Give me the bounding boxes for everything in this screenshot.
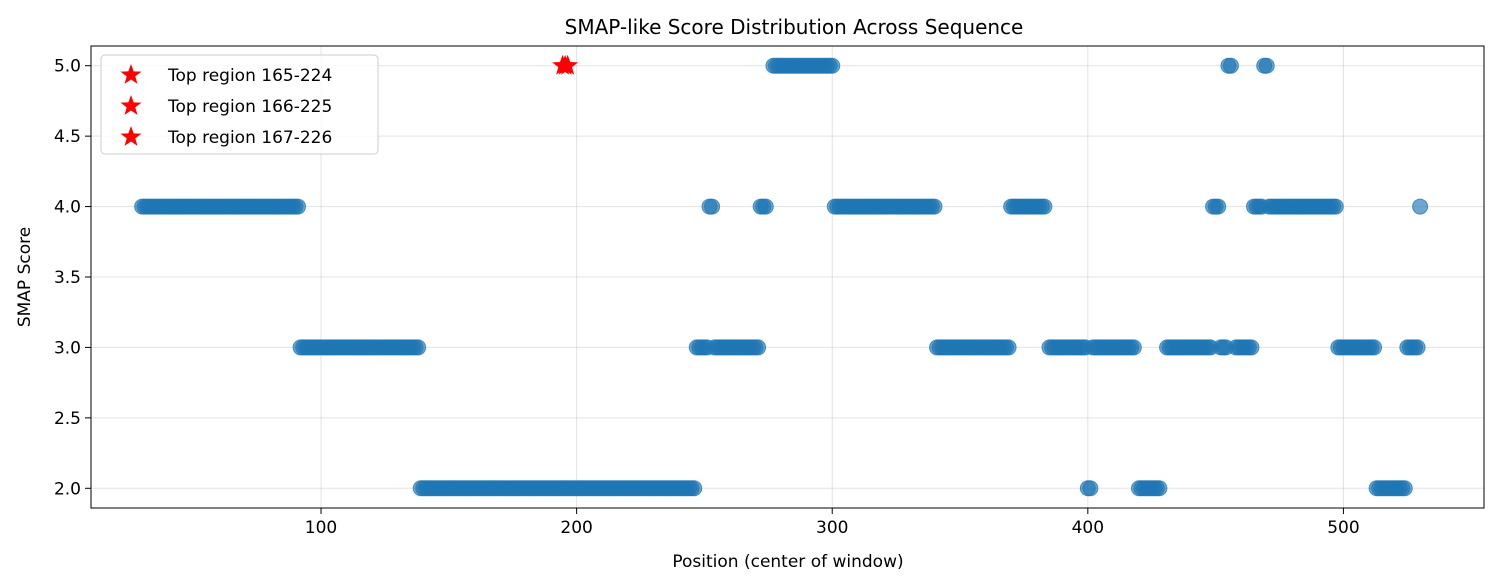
y-tick-label: 4.5 [54, 127, 81, 147]
data-points [134, 54, 1429, 497]
score-point [1210, 198, 1227, 215]
score-point [1412, 198, 1429, 215]
x-axis-label: Position (center of window) [672, 552, 903, 572]
score-point [686, 480, 703, 497]
score-point [1396, 480, 1413, 497]
score-point [1125, 339, 1142, 356]
score-point [1366, 339, 1383, 356]
x-tick-label: 100 [305, 518, 337, 538]
y-tick-label: 5.0 [54, 57, 81, 77]
score-point [1151, 480, 1168, 497]
x-tick-label: 400 [1072, 518, 1104, 538]
score-point [704, 198, 721, 215]
y-tick-label: 2.5 [54, 409, 81, 429]
axis-ticks: 100 200 300 400 500 2.0 2.5 3.0 3.5 4.0 4.5 5.0 [54, 57, 1360, 538]
score-point [750, 339, 767, 356]
score-point [757, 198, 774, 215]
score-point [926, 198, 943, 215]
top-region-star-marker [557, 54, 579, 75]
score-point [824, 57, 841, 74]
legend-star-icon [120, 126, 142, 146]
legend-label: Top region 167-226 [167, 128, 332, 148]
score-point [1222, 57, 1239, 74]
score-point [1409, 339, 1426, 356]
score-point [410, 339, 427, 356]
legend-star-icon [120, 64, 142, 84]
y-tick-label: 2.0 [54, 479, 81, 499]
y-tick-label: 3.5 [54, 268, 81, 288]
x-tick-label: 500 [1327, 518, 1359, 538]
score-point [1000, 339, 1017, 356]
score-point [290, 198, 307, 215]
score-point [1082, 480, 1099, 497]
legend-label: Top region 165-224 [167, 66, 332, 86]
legend: Top region 165-224 Top region 166-225 Top … [100, 54, 379, 155]
x-tick-label: 300 [816, 518, 848, 538]
chart-title: SMAP-like Score Distribution Across Sequ… [565, 15, 1024, 39]
legend-label: Top region 166-225 [167, 97, 332, 117]
score-point [1258, 57, 1275, 74]
y-tick-label: 3.0 [54, 338, 81, 358]
score-point [1243, 339, 1260, 356]
y-tick-label: 4.0 [54, 198, 81, 218]
legend-star-icon [120, 95, 142, 115]
x-tick-label: 200 [560, 518, 592, 538]
y-axis-label: SMAP Score [15, 227, 35, 327]
score-point [1036, 198, 1053, 215]
score-point [1327, 198, 1344, 215]
legend-box [100, 54, 379, 155]
